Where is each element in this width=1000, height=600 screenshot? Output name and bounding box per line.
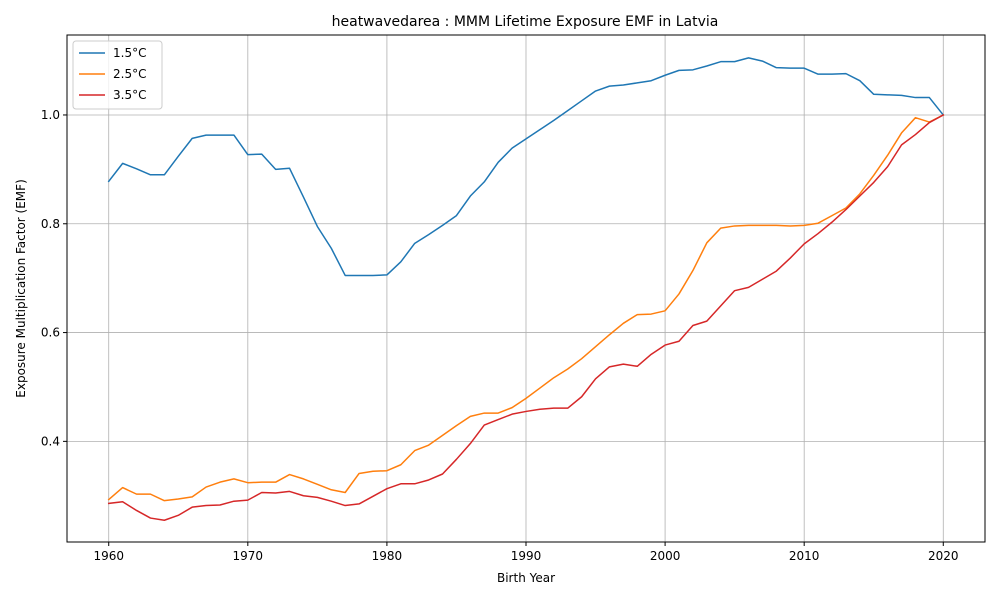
grid <box>67 35 985 542</box>
x-tick-label: 2020 <box>928 549 959 563</box>
legend: 1.5°C 2.5°C 3.5°C <box>72 40 163 110</box>
x-tick-label: 1970 <box>233 549 264 563</box>
series-line-3 <box>107 113 945 521</box>
y-tick-label: 0.8 <box>41 217 60 231</box>
legend-label: 3.5°C <box>113 88 146 102</box>
x-axis-label: Birth Year <box>497 571 555 585</box>
x-axis-ticks: 1960 1970 1980 1990 2000 2010 2020 <box>93 542 959 563</box>
x-tick-label: 2010 <box>789 549 820 563</box>
y-tick-label: 0.4 <box>41 434 60 448</box>
y-tick-label: 1.0 <box>41 108 60 122</box>
x-tick-label: 2000 <box>650 549 681 563</box>
x-tick-label: 1990 <box>511 549 542 563</box>
series-lines <box>107 57 945 521</box>
legend-label: 2.5°C <box>113 67 146 81</box>
legend-frame <box>72 40 163 110</box>
x-tick-label: 1980 <box>372 549 403 563</box>
series-line-1 <box>107 57 945 277</box>
series-line-2 <box>107 113 945 502</box>
legend-label: 1.5°C <box>113 46 146 60</box>
x-tick-label: 1960 <box>93 549 124 563</box>
chart-title: heatwavedarea : MMM Lifetime Exposure EM… <box>332 14 719 30</box>
y-axis-label: Exposure Multiplication Factor (EMF) <box>14 179 28 397</box>
y-tick-label: 0.6 <box>41 326 60 340</box>
y-axis-ticks: 0.4 0.6 0.8 1.0 <box>41 108 67 448</box>
